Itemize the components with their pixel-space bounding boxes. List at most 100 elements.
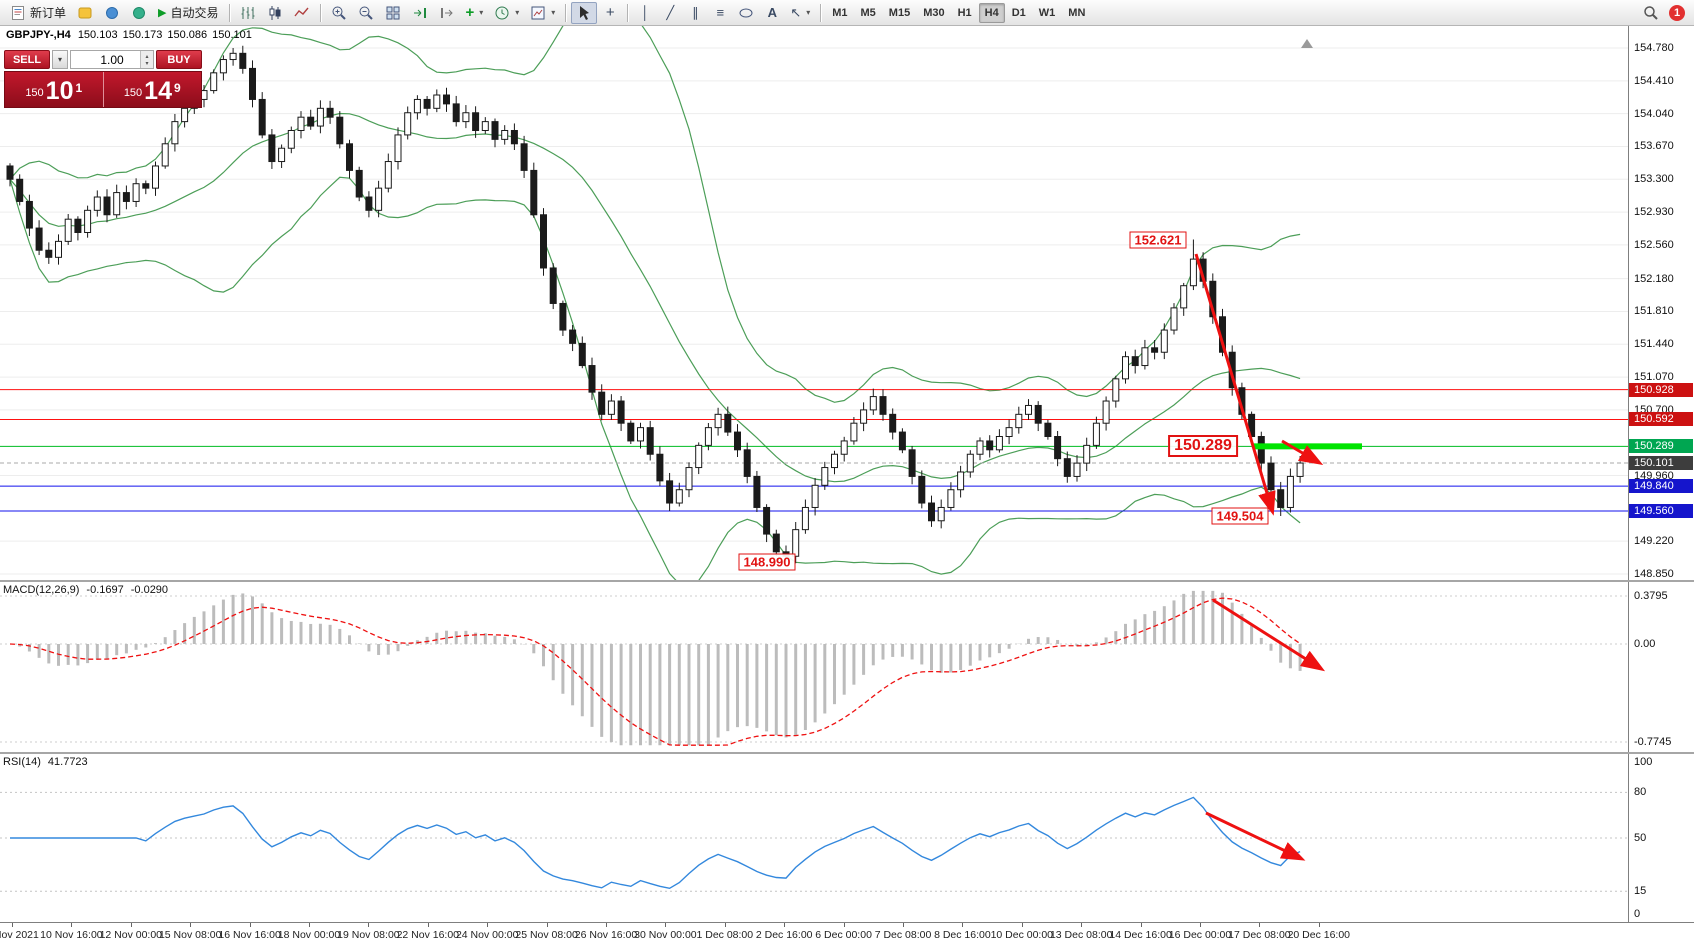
vertical-line-tool[interactable]: │ — [633, 2, 657, 24]
volume-dropdown[interactable]: ▾ — [52, 50, 68, 69]
time-axis-tick — [724, 923, 726, 927]
zoom-out-button[interactable] — [353, 2, 379, 24]
price-axis-label: 149.220 — [1634, 535, 1674, 548]
tile-windows-button[interactable] — [380, 2, 406, 24]
new-order-button[interactable]: 新订单 — [5, 2, 71, 24]
volume-stepper[interactable]: ▴ ▾ — [140, 51, 153, 68]
price-chart[interactable] — [0, 26, 1628, 580]
channel-tool[interactable]: ∥ — [683, 2, 707, 24]
timeframe-m30[interactable]: M30 — [923, 6, 945, 19]
macd-panel[interactable] — [0, 582, 1628, 752]
trendline-tool[interactable]: ╱ — [658, 2, 682, 24]
chart-shift-marker — [1301, 39, 1313, 48]
template-icon — [531, 6, 545, 19]
auto-scroll-button[interactable] — [407, 2, 433, 24]
time-axis-label: 2 Dec 16:00 — [755, 929, 813, 941]
cursor-icon — [580, 5, 590, 20]
time-axis-tick — [784, 923, 786, 927]
time-axis-tick — [962, 923, 964, 927]
text-tool[interactable]: A — [760, 2, 784, 24]
volume-value: 1.00 — [100, 52, 124, 67]
timeframe-m1[interactable]: M1 — [832, 6, 848, 19]
metaeditor-button[interactable] — [72, 2, 98, 24]
timeframe-d1[interactable]: D1 — [1011, 6, 1026, 19]
buy-price-button[interactable]: 150 14 9 — [102, 72, 201, 107]
crosshair-button[interactable]: + — [598, 2, 622, 24]
crosshair-icon: + — [605, 3, 615, 21]
time-axis-label: 10 Nov 16:00 — [40, 929, 103, 941]
options-button[interactable] — [99, 2, 125, 24]
cursor-button[interactable] — [571, 1, 598, 24]
channel-icon: ∥ — [692, 4, 699, 20]
toolbar: 新订单 ▶ 自动交易 + ▾ ▾ — [0, 0, 1694, 26]
sell-price-prefix: 150 — [25, 87, 44, 99]
auto-scroll-icon — [413, 7, 426, 18]
time-axis-label: 1 Dec 08:00 — [696, 929, 754, 941]
market-icon — [133, 6, 146, 19]
timeframe-mn[interactable]: MN — [1068, 6, 1086, 19]
rsi-panel[interactable] — [0, 754, 1628, 922]
panel-splitter[interactable] — [0, 580, 1694, 582]
sell-button[interactable]: SELL — [4, 50, 50, 69]
arrow-icon: ↖ — [790, 4, 802, 20]
market-button[interactable] — [126, 2, 152, 24]
time-axis-label: 12 Nov 00:00 — [99, 929, 163, 941]
macd-axis-label: 0.00 — [1634, 638, 1656, 650]
notification-badge[interactable]: 1 — [1669, 4, 1685, 21]
rsi-axis-label: 50 — [1634, 832, 1647, 844]
fibonacci-tool[interactable]: ≡ — [708, 2, 732, 24]
panel-splitter[interactable] — [0, 752, 1694, 754]
play-icon: ▶ — [158, 7, 167, 19]
time-axis-label: 10 Dec 00:00 — [990, 929, 1054, 941]
buy-price-prefix: 150 — [123, 87, 143, 99]
time-axis-tick — [190, 923, 192, 927]
vertical-line-icon: │ — [641, 4, 650, 20]
timeframe-m15[interactable]: M15 — [888, 6, 911, 19]
time-axis-label: 26 Nov 16:00 — [574, 929, 638, 941]
chevron-down-icon: ▾ — [479, 8, 484, 17]
time-axis-label: 8 Dec 16:00 — [934, 929, 991, 941]
macd-header: MACD(12,26,9) -0.1697 -0.0290 — [3, 584, 175, 596]
toolbar-separator — [228, 3, 230, 22]
timeframe-h1[interactable]: H1 — [957, 6, 972, 19]
macd-axis-label: 0.3795 — [1634, 590, 1668, 602]
quote-open: 150.103 — [77, 29, 118, 41]
price-annotation: 149.504 — [1211, 507, 1269, 525]
price-annotation: 150.289 — [1168, 435, 1238, 458]
sell-price-main: 10 — [45, 77, 74, 105]
toolbar-separator — [565, 3, 567, 22]
indicators-button[interactable]: + ▾ — [461, 2, 489, 24]
bar-chart-button[interactable] — [235, 2, 261, 24]
chevron-down-icon: ▾ — [806, 8, 811, 17]
candlestick-chart-button[interactable] — [262, 2, 288, 24]
time-axis-label: 15 Nov 08:00 — [158, 929, 222, 941]
zoom-in-button[interactable] — [326, 2, 352, 24]
time-axis-label: 9 Nov 2021 — [0, 929, 39, 941]
templates-button[interactable]: ▾ — [525, 2, 560, 24]
timeframe-h4[interactable]: H4 — [978, 2, 1005, 23]
buy-button[interactable]: BUY — [156, 50, 202, 69]
timeframe-m5[interactable]: M5 — [860, 6, 876, 19]
timeframe-w1[interactable]: W1 — [1038, 6, 1056, 19]
chart-shift-button[interactable] — [434, 2, 460, 24]
periods-button[interactable]: ▾ — [489, 2, 524, 24]
shapes-tool[interactable] — [733, 2, 759, 24]
time-axis-label: 18 Nov 00:00 — [277, 929, 341, 941]
sell-price-button[interactable]: 150 10 1 — [5, 72, 103, 107]
auto-trading-button[interactable]: ▶ 自动交易 — [153, 2, 223, 24]
time-axis-tick — [1318, 923, 1320, 927]
volume-input[interactable]: 1.00 ▴ ▾ — [70, 50, 154, 69]
line-chart-button[interactable] — [289, 2, 315, 24]
search-button[interactable] — [1638, 2, 1664, 24]
new-order-icon — [12, 5, 24, 20]
quote-close: 150.101 — [212, 29, 252, 41]
time-axis-tick — [1021, 923, 1023, 927]
price-annotation: 152.621 — [1129, 231, 1187, 248]
price-axis-label: 149.960 — [1634, 469, 1674, 482]
time-axis-tick — [1140, 923, 1142, 927]
price-axis-label: 153.300 — [1634, 173, 1674, 186]
price-axis[interactable]: 154.780 154.410 154.040 153.670 153.300 152.9… — [1628, 26, 1694, 922]
price-annotation: 148.990 — [738, 553, 796, 571]
arrows-tool[interactable]: ↖ ▾ — [785, 2, 815, 24]
